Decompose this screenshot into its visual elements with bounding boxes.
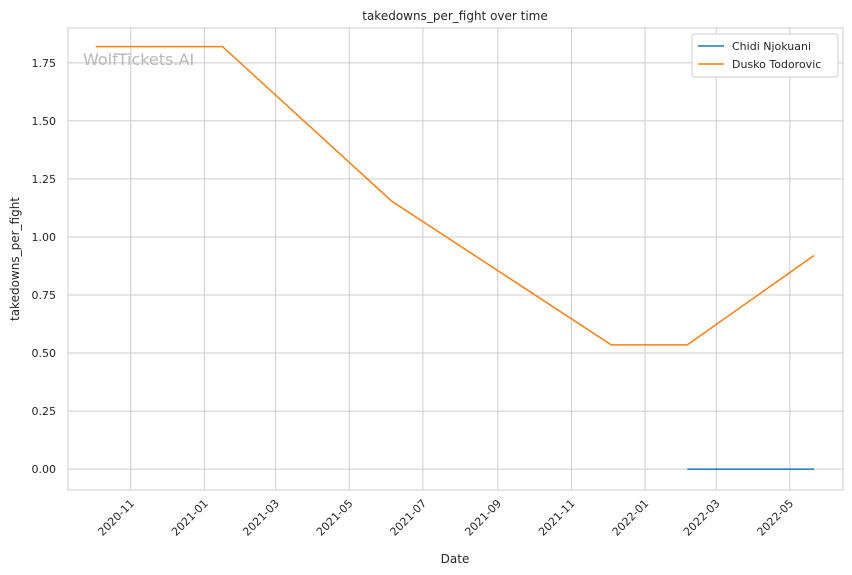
x-tick-label: 2022-03 (681, 497, 723, 539)
y-tick-label: 0.50 (32, 347, 57, 360)
x-tick-label: 2021-03 (240, 497, 282, 539)
x-tick-label: 2021-09 (462, 497, 504, 539)
chart-title: takedowns_per_fight over time (362, 9, 548, 23)
y-tick-label: 1.00 (32, 231, 57, 244)
x-tick-label: 2021-05 (314, 497, 356, 539)
legend-box (691, 33, 839, 78)
grid (68, 28, 843, 490)
x-tick-label: 2022-01 (610, 497, 652, 539)
series-layer (95, 45, 815, 470)
series-line-dusko-todorovic (95, 45, 815, 346)
legend-label-chidi-njokuani: Chidi Njokuani (732, 40, 811, 53)
y-tick-label: 1.25 (32, 173, 57, 186)
x-tick-label: 2022-05 (755, 497, 797, 539)
y-tick-label: 0.25 (32, 405, 57, 418)
x-tick-label: 2021-11 (536, 497, 578, 539)
x-tick-label: 2020-11 (95, 497, 137, 539)
y-tick-label: 1.75 (32, 57, 57, 70)
x-axis-label: Date (441, 552, 470, 566)
watermark: WolfTickets.AI (83, 50, 194, 69)
legend: Chidi Njokuani Dusko Todorovic (691, 33, 839, 78)
plot-area (67, 27, 844, 491)
y-axis-label: takedowns_per_fight (8, 197, 22, 321)
x-tick-label: 2021-01 (169, 497, 211, 539)
y-tick-label: 1.50 (32, 115, 57, 128)
y-tick-label: 0.00 (32, 463, 57, 476)
legend-label-dusko-todorovic: Dusko Todorovic (732, 58, 821, 71)
x-tick-label: 2021-07 (388, 497, 430, 539)
y-tick-label: 0.75 (32, 289, 57, 302)
